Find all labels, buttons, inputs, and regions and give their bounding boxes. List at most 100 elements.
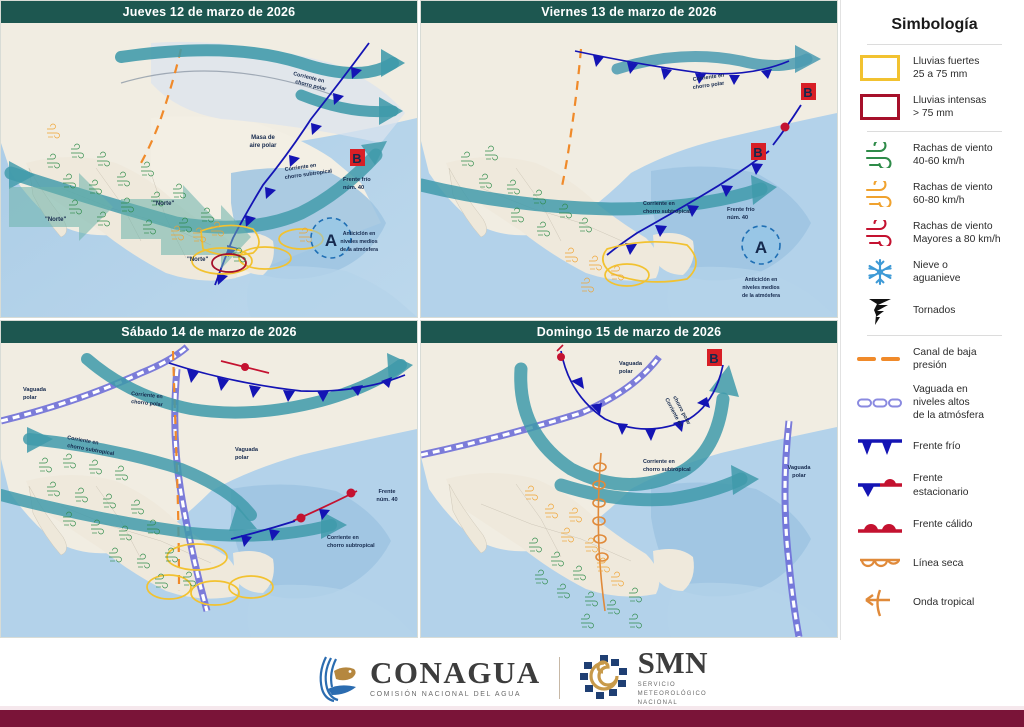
label-vaguada-d1: Vaguada bbox=[619, 361, 643, 367]
polar-jet-stream-jueves bbox=[115, 44, 399, 79]
legend-item-frente-frio[interactable]: Frente frío bbox=[853, 432, 1016, 462]
label-chorro-sub-d1: Corriente en bbox=[643, 459, 675, 465]
label-frente-frio-1: Frente frío bbox=[343, 177, 371, 183]
label-chorro-sub-v2: chorro subtropical bbox=[643, 209, 691, 215]
label-masa-aire-polar-1: Masa de bbox=[251, 135, 275, 141]
low-pressure-channel-sabado bbox=[171, 350, 181, 592]
svg-text:B: B bbox=[352, 151, 361, 166]
heavy-rain-areas-viernes bbox=[602, 240, 697, 287]
tornado-icon bbox=[853, 296, 907, 326]
label-anticiclon-v2: niveles medios bbox=[742, 285, 779, 291]
legend-item-lluvias-fuertes[interactable]: Lluvias fuertes 25 a 75 mm bbox=[853, 53, 1016, 83]
label-vaguada-d2: polar bbox=[619, 369, 633, 375]
label-vaguada-d4: polar bbox=[792, 473, 806, 479]
legend-label-tornados: Tornados bbox=[913, 305, 956, 317]
legend-label-frente-calido: Frente cálido bbox=[913, 518, 973, 530]
wind-gusts-green-viernes bbox=[461, 145, 592, 237]
wind-gust-red-icon bbox=[853, 218, 907, 248]
legend-item-rachas-mayores-80[interactable]: Rachas de viento Mayores a 80 km/h bbox=[853, 218, 1016, 248]
anticyclone-marker-viernes: A bbox=[741, 225, 781, 265]
legend-item-lluvias-intensas[interactable]: Lluvias intensas > 75 mm bbox=[853, 92, 1016, 122]
legend-item-vaguada[interactable]: Vaguada en niveles altos de la atmósfera bbox=[853, 383, 1016, 423]
wind-gusts-orange-viernes bbox=[565, 247, 624, 293]
low-pressure-channel-jueves bbox=[140, 48, 183, 164]
legend-item-rachas-60-80[interactable]: Rachas de viento 60-80 km/h bbox=[853, 179, 1016, 209]
legend-item-linea-seca[interactable]: Línea seca bbox=[853, 549, 1016, 579]
legend-title: Simbología bbox=[891, 16, 978, 33]
dry-line-domingo bbox=[592, 452, 609, 612]
map-domingo[interactable]: B bbox=[421, 343, 837, 637]
legend-item-rachas-40-60[interactable]: Rachas de viento 40-60 km/h bbox=[853, 140, 1016, 170]
cold-front-sabado bbox=[168, 362, 406, 402]
footer-bottom-bar bbox=[0, 710, 1024, 727]
conagua-text-block: CONAGUA COMISIÓN NACIONAL DEL AGUA bbox=[370, 657, 541, 698]
low-pressure-channel-icon bbox=[853, 344, 907, 374]
legend-item-nieve[interactable]: Nieve o aguanieve bbox=[853, 257, 1016, 287]
legend-label-nieve: Nieve o aguanieve bbox=[913, 259, 961, 284]
label-chorro-polar-s1: Corriente en bbox=[131, 391, 163, 400]
forecast-panel-sabado[interactable]: Sábado 14 de marzo de 2026 bbox=[0, 320, 418, 638]
label-chorro-polar-v2: chorro polar bbox=[692, 80, 725, 90]
wind-gust-orange-icon bbox=[853, 179, 907, 209]
label-vaguada-polar-s4: polar bbox=[235, 455, 249, 461]
label-corriente-subtropical-1: Corriente en bbox=[284, 163, 316, 173]
label-chorro-polar-v1: Corriente en bbox=[692, 73, 724, 83]
label-norte-2: "Norte" bbox=[153, 201, 175, 207]
map-sabado[interactable]: Vaguada polar Corriente en chorro polar … bbox=[1, 343, 417, 637]
legend-item-onda-tropical[interactable]: Onda tropical bbox=[853, 588, 1016, 618]
upper-level-trough-icon bbox=[853, 388, 907, 418]
stationary-front-dot-sabado-top bbox=[241, 363, 249, 371]
upper-trough-domingo-right bbox=[781, 420, 803, 637]
label-masa-aire-polar-2: aire polar bbox=[249, 143, 277, 149]
label-frente-frio-v1: Frente frío bbox=[727, 207, 755, 213]
svg-text:A: A bbox=[755, 238, 767, 257]
wind-gust-green-icon bbox=[853, 140, 907, 170]
panel-title-viernes: Viernes 13 de marzo de 2026 bbox=[421, 1, 837, 23]
label-chorro-sub-v1: Corriente en bbox=[643, 201, 675, 207]
stationary-front-dot-domingo bbox=[557, 353, 565, 361]
legend-divider-top bbox=[867, 44, 1002, 45]
label-norte-3: "Norte" bbox=[187, 257, 209, 263]
legend-label-lluvias-intensas: Lluvias intensas > 75 mm bbox=[913, 94, 987, 119]
legend-item-tornados[interactable]: Tornados bbox=[853, 296, 1016, 326]
label-chorro-sub-s1: Corriente en bbox=[67, 435, 99, 446]
snowflake-icon bbox=[853, 257, 907, 287]
legend-item-frente-calido[interactable]: Frente cálido bbox=[853, 510, 1016, 540]
forecast-panel-jueves[interactable]: Jueves 12 de marzo de 2026 bbox=[0, 0, 418, 318]
low-pressure-marker-domingo: B bbox=[707, 349, 722, 366]
label-anticiclon-v1: Anticiclón en bbox=[745, 277, 778, 283]
forecast-panel-domingo[interactable]: Domingo 15 de marzo de 2026 bbox=[420, 320, 838, 638]
conagua-eagle-water-icon bbox=[319, 656, 356, 702]
stationary-front-icon bbox=[853, 471, 907, 501]
legend-item-canal-baja-presion[interactable]: Canal de baja presión bbox=[853, 344, 1016, 374]
smn-text-block: SMN SERVICIO METEOROLÓGICO NACIONAL bbox=[638, 647, 708, 708]
footer-logos: CONAGUA COMISIÓN NACIONAL DEL AGUA bbox=[316, 647, 708, 708]
legend-label-frente-frio: Frente frío bbox=[913, 440, 961, 452]
map-viernes[interactable]: B B A bbox=[421, 23, 837, 317]
svg-text:B: B bbox=[753, 145, 762, 160]
svg-text:B: B bbox=[709, 351, 718, 366]
wind-gusts-green-jueves bbox=[47, 143, 246, 263]
low-pressure-marker-jueves: B bbox=[350, 149, 365, 166]
low-pressure-channel-viernes bbox=[559, 48, 583, 192]
smn-spiral-icon bbox=[579, 654, 627, 699]
legend-divider-2 bbox=[867, 335, 1002, 336]
wind-gusts-green-sabado bbox=[39, 453, 196, 589]
label-vaguada-polar-s1: Vaguada bbox=[23, 387, 47, 393]
label-frente-frio-v2: núm. 40 bbox=[727, 215, 748, 221]
svg-text:A: A bbox=[325, 231, 337, 250]
forecast-panel-viernes[interactable]: Viernes 13 de marzo de 2026 bbox=[420, 0, 838, 318]
polar-air-mass-shading bbox=[151, 41, 405, 143]
label-vaguada-polar-s3: Vaguada bbox=[235, 447, 259, 453]
footer-divider bbox=[558, 656, 560, 699]
legend-item-frente-estacionario[interactable]: Frente estacionario bbox=[853, 471, 1016, 501]
wind-gusts-green-domingo bbox=[529, 537, 642, 629]
legend-label-rachas-mayores-80: Rachas de viento Mayores a 80 km/h bbox=[913, 220, 1001, 245]
cold-front-aloft-viernes bbox=[574, 50, 790, 85]
map-jueves[interactable]: A B Masa de aire polar Corriente en chor… bbox=[1, 23, 417, 317]
smn-logo-block: SMN SERVICIO METEOROLÓGICO NACIONAL bbox=[578, 647, 708, 708]
anticyclone-marker-jueves: A bbox=[310, 217, 352, 259]
label-chorro-sub-s5: Corriente en bbox=[327, 535, 359, 541]
label-norte-1: "Norte" bbox=[45, 217, 67, 223]
